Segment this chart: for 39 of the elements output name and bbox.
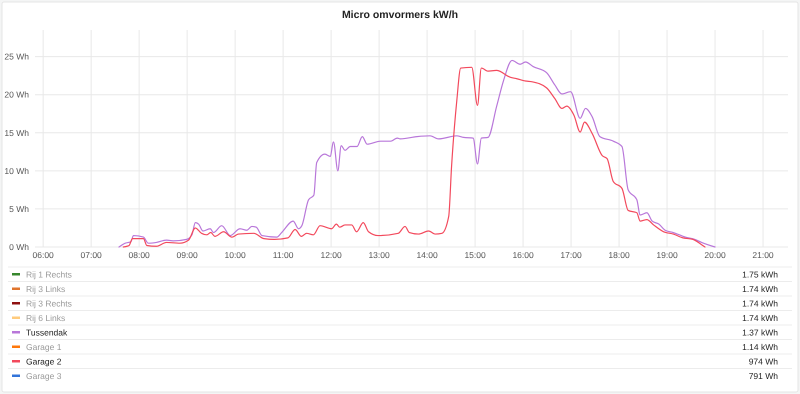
legend-label: Garage 3 — [26, 371, 62, 381]
x-tick-label: 18:00 — [608, 250, 630, 260]
x-tick-label: 20:00 — [704, 250, 726, 260]
x-tick-label: 11:00 — [272, 250, 294, 260]
text: 1.74 kWh — [742, 313, 778, 323]
text: 1.37 kWh — [742, 328, 778, 338]
text: 974 Wh — [748, 356, 778, 366]
y-tick-label: 5 Wh — [9, 204, 30, 214]
legend-label: Rij 3 Rechts — [26, 298, 72, 308]
x-tick-label: 12:00 — [320, 250, 342, 260]
legend-label: Garage 1 — [26, 342, 62, 352]
y-tick-label: 0 Wh — [9, 242, 30, 252]
text: 1.75 kWh — [742, 270, 778, 280]
x-tick-label: 09:00 — [176, 250, 198, 260]
x-tick-label: 14:00 — [416, 250, 438, 260]
x-tick-label: 21:00 — [752, 250, 774, 260]
text: 1.74 kWh — [742, 298, 778, 308]
x-tick-label: 17:00 — [560, 250, 582, 260]
text: 1.14 kWh — [742, 342, 778, 352]
text: 791 Wh — [748, 371, 778, 381]
text: 1.74 kWh — [742, 284, 778, 294]
y-tick-label: 15 Wh — [4, 128, 30, 138]
x-tick-label: 15:00 — [464, 250, 486, 260]
legend-label: Rij 6 Links — [26, 313, 66, 323]
legend-label: Garage 2 — [26, 356, 62, 366]
x-tick-label: 16:00 — [512, 250, 534, 260]
y-tick-label: 10 Wh — [4, 166, 30, 176]
x-tick-label: 07:00 — [80, 250, 102, 260]
y-tick-label: 20 Wh — [4, 90, 30, 100]
x-tick-label: 13:00 — [368, 250, 390, 260]
legend-label: Tussendak — [26, 328, 68, 338]
chart-title: Micro omvormers kW/h — [342, 9, 458, 21]
x-tick-label: 06:00 — [32, 250, 54, 260]
legend-label: Rij 3 Links — [26, 284, 66, 294]
legend-label: Rij 1 Rechts — [26, 270, 72, 280]
x-tick-label: 10:00 — [224, 250, 246, 260]
x-tick-label: 19:00 — [656, 250, 678, 260]
x-tick-label: 08:00 — [128, 250, 150, 260]
y-tick-label: 25 Wh — [4, 52, 30, 62]
